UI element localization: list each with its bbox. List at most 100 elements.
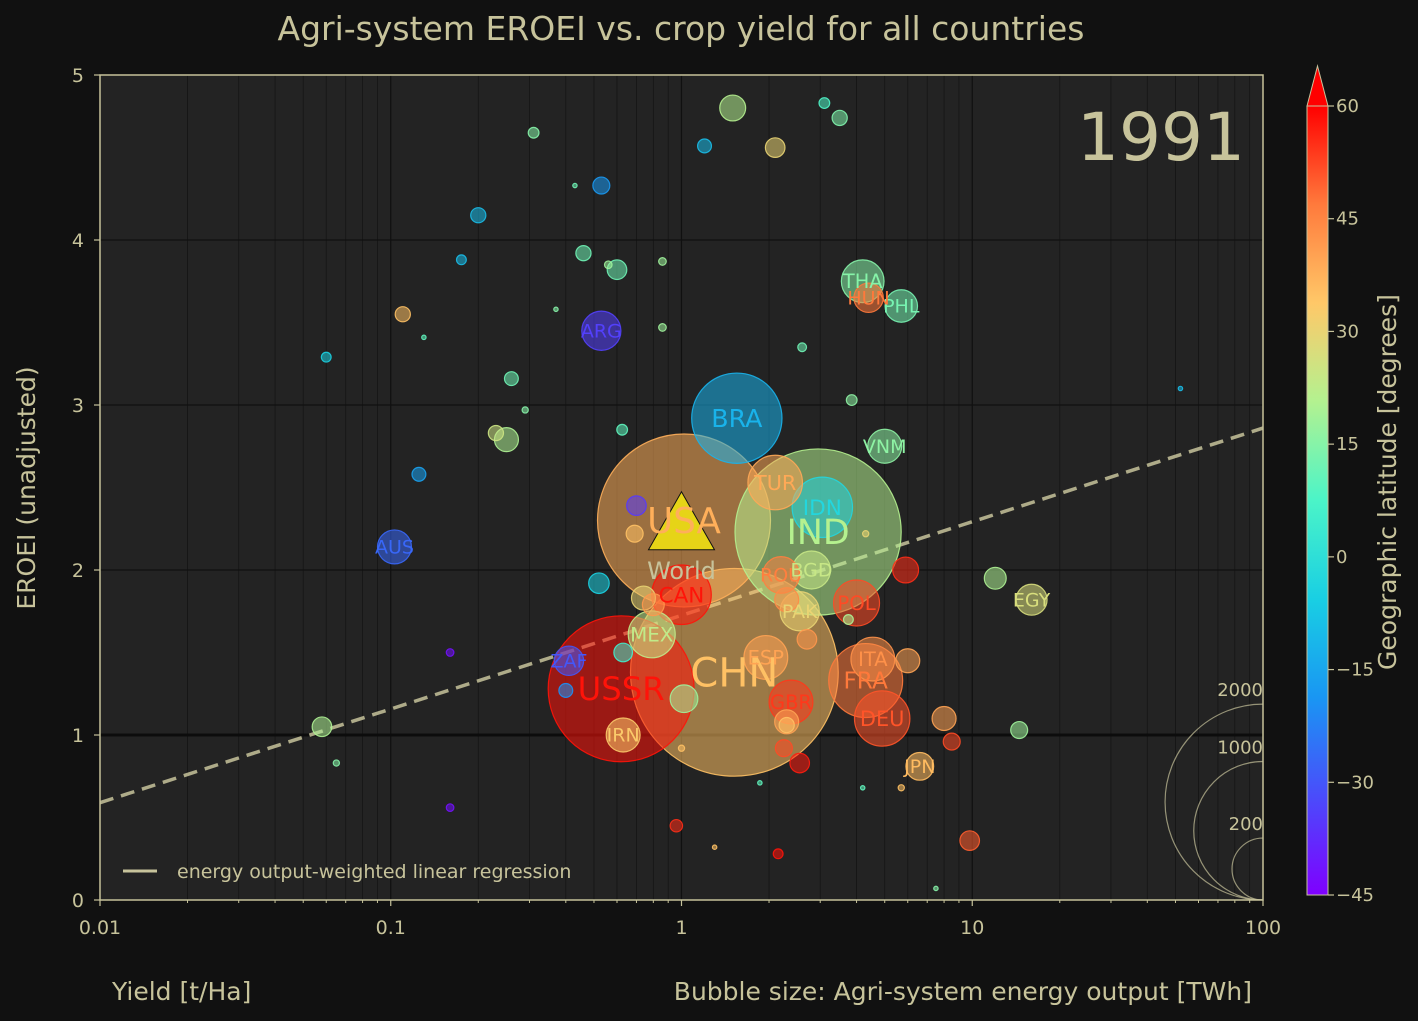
bubble	[959, 830, 981, 851]
bubble	[861, 530, 870, 538]
bubble-label: GBR	[770, 691, 812, 714]
bubble	[832, 579, 881, 627]
bubble	[677, 744, 686, 752]
x-tick-label: 100	[1245, 917, 1281, 939]
bubble-label: MEX	[630, 623, 673, 646]
bubble	[581, 310, 622, 351]
bubble	[884, 289, 919, 323]
bubble	[394, 306, 411, 323]
bubble	[797, 342, 808, 353]
bubble	[411, 466, 427, 482]
bubble-label: ROU	[760, 565, 802, 587]
bubble	[603, 260, 613, 270]
world-marker: World	[647, 490, 716, 585]
bubble	[867, 428, 903, 464]
bubble	[487, 424, 505, 442]
bubble	[747, 454, 804, 511]
bubble-label: DEU	[860, 707, 905, 731]
bubble-label: EGY	[1013, 589, 1051, 611]
bubble	[757, 780, 763, 786]
size-legend-label: 1000	[1217, 737, 1263, 758]
size-label: Bubble size: Agri-system energy output […	[674, 977, 1252, 1006]
bubble	[778, 716, 795, 734]
bubble	[905, 751, 935, 781]
bubble-label: PHL	[883, 296, 920, 318]
bubble-label: USA	[647, 501, 721, 542]
bubble	[774, 587, 800, 613]
size-legend-label: 200	[1229, 814, 1263, 835]
bubble	[605, 717, 641, 753]
bubble	[521, 406, 529, 414]
bubble	[850, 636, 896, 682]
bubble-label: USSR	[578, 670, 665, 708]
bubble	[320, 351, 332, 363]
bubble-labels: USA CHN IND USSR BRA IDN CAN FRA DEU TUR ITA ESP MEX…	[375, 270, 1051, 778]
colorbar-tick-label: 15	[1336, 434, 1359, 455]
bubble	[743, 634, 789, 680]
bubble	[1015, 583, 1048, 616]
colorbar-bar	[1306, 105, 1329, 896]
colorbar-tick-label: −45	[1336, 885, 1374, 906]
bubble	[942, 732, 961, 751]
bubble	[669, 684, 699, 714]
bubble	[789, 752, 811, 774]
bubble	[853, 282, 884, 314]
bubble-label: CAN	[659, 583, 705, 608]
bubble	[558, 682, 574, 698]
bubble-label: IRN	[607, 725, 640, 747]
bubble	[859, 785, 866, 791]
bubble-label: IDN	[803, 496, 842, 521]
bubble	[445, 648, 455, 657]
bubble	[625, 524, 644, 543]
bubble	[1010, 720, 1029, 740]
bubble	[845, 394, 858, 407]
bubble-label: HUN	[847, 287, 889, 309]
x-tick-label: 0.01	[79, 917, 121, 939]
bubble	[931, 705, 957, 732]
y-tick-label: 1	[72, 725, 84, 747]
bubble-label: AUS	[375, 537, 414, 559]
x-tick-label: 10	[960, 917, 984, 939]
bubble	[796, 628, 818, 650]
colorbar-tick-label: −30	[1336, 772, 1374, 793]
regression-line	[99, 426, 1264, 805]
legend-text: energy output-weighted linear regression	[177, 861, 571, 883]
size-legend-label: 2000	[1217, 680, 1263, 701]
bubble	[503, 371, 519, 387]
bubble-label: POL	[837, 592, 875, 615]
bubble	[711, 844, 718, 850]
colorbar-tick-label: 60	[1336, 96, 1359, 117]
bubble	[575, 245, 592, 262]
bubble-label: ESP	[748, 646, 785, 669]
bubble	[616, 423, 629, 436]
bubble	[658, 323, 667, 332]
bubble	[719, 94, 747, 122]
chart-title: Agri-system EROEI vs. crop yield for all…	[278, 9, 1085, 48]
colorbar-tick-label: −15	[1336, 660, 1374, 681]
colorbar-tick-label: 30	[1336, 321, 1359, 342]
bubble	[572, 182, 578, 189]
bubble-label: VNM	[863, 436, 907, 458]
bubble	[818, 97, 831, 110]
colorbar-tick-label: 45	[1336, 209, 1359, 230]
bubble	[658, 257, 667, 266]
bubble-label: FRA	[843, 668, 888, 695]
bubble	[791, 476, 854, 539]
bubble-label: ITA	[858, 648, 888, 671]
bubble	[592, 176, 611, 195]
bubble-label: BGD	[790, 560, 832, 582]
bubble	[933, 885, 939, 892]
bubble	[445, 803, 455, 812]
bubble	[842, 614, 854, 625]
colorbar-tick-label: 0	[1336, 547, 1347, 568]
bubble	[696, 138, 713, 154]
bubble	[332, 759, 341, 767]
world-triangle	[647, 490, 716, 551]
regression-line-path	[99, 426, 1264, 805]
year-label: 1991	[1077, 99, 1245, 176]
bubble	[764, 137, 786, 158]
y-tick-label: 2	[72, 560, 84, 582]
bubble	[897, 784, 905, 792]
bubble-label: BRA	[711, 404, 763, 433]
